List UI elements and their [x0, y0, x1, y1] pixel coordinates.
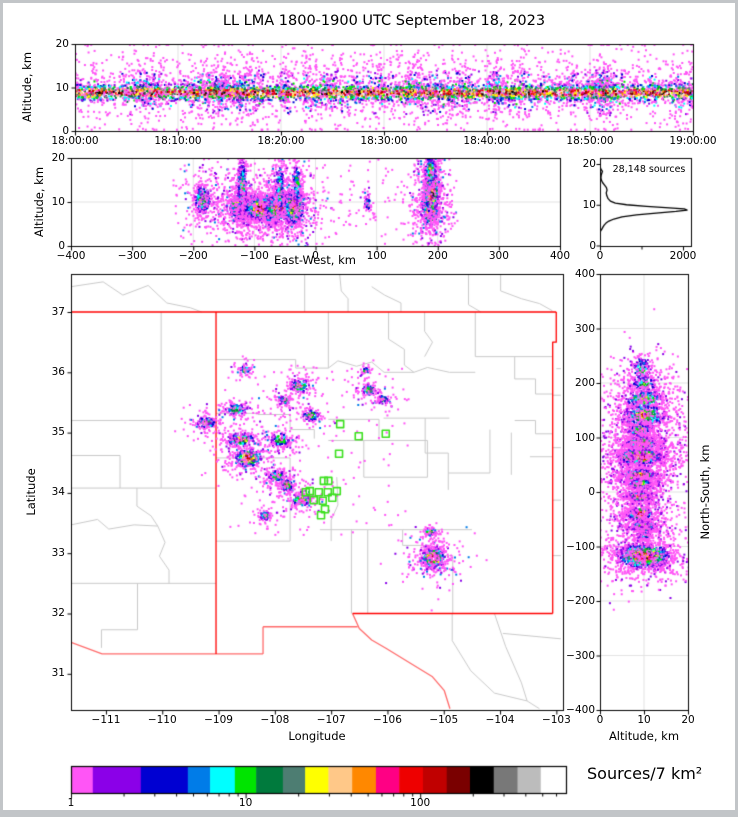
altitude-tick-label: 0 [58, 240, 65, 252]
northsouth-tick-label: −300 [566, 649, 595, 662]
time-tick-label: 18:10:00 [154, 135, 202, 147]
latitude-tick-label: 32 [51, 607, 65, 619]
colorbar-tick-label: 100 [410, 797, 431, 809]
time-tick-label: 18:50:00 [566, 135, 614, 147]
colorbar-label: Sources/7 km² [587, 764, 703, 783]
altitude-tick-label: 20 [681, 714, 695, 726]
longitude-tick-label: −106 [373, 714, 402, 726]
colorbar-tick-label: 1 [67, 797, 75, 809]
longitude-tick-label: −105 [429, 714, 459, 726]
time-tick-label: 18:40:00 [463, 135, 511, 147]
longitude-tick-label: −107 [316, 714, 346, 726]
eastwest-tick-label: −100 [239, 250, 269, 262]
figure-canvas [3, 3, 735, 810]
northsouth-tick-label: 200 [574, 377, 595, 389]
map-xlabel: Longitude [288, 729, 346, 743]
map-ylabel: Latitude [24, 468, 38, 516]
altitude-tick-label: 0 [589, 239, 596, 252]
eastwest-panel-xlabel: East-West, km [274, 253, 356, 267]
northsouth-tick-label: 300 [574, 322, 595, 335]
eastwest-tick-label: 400 [549, 250, 571, 262]
eastwest-panel-ylabel: Altitude, km [32, 166, 46, 238]
time-tick-label: 18:20:00 [257, 135, 305, 147]
altitude-tick-label: 20 [55, 38, 69, 50]
northsouth-panel-ylabel: North-South, km [698, 444, 712, 540]
eastwest-tick-label: 200 [427, 250, 448, 262]
altitude-tick-label: 20 [582, 158, 596, 170]
eastwest-tick-label: 0 [312, 250, 319, 262]
source-count-annotation: 28,148 sources [612, 164, 686, 175]
northsouth-tick-label: 400 [574, 268, 595, 280]
eastwest-tick-label: −400 [56, 250, 86, 262]
northsouth-tick-label: 0 [588, 486, 595, 498]
eastwest-tick-label: 100 [366, 250, 387, 262]
northsouth-panel-xlabel: Altitude, km [608, 729, 680, 743]
latitude-tick-label: 34 [51, 486, 65, 499]
altitude-tick-label: 10 [55, 81, 69, 94]
time-panel-ylabel: Altitude, km [20, 51, 34, 123]
longitude-tick-label: −110 [147, 714, 177, 726]
count-tick-label: 2000 [669, 250, 697, 262]
latitude-tick-label: 33 [51, 546, 65, 559]
longitude-tick-label: −108 [260, 714, 290, 726]
altitude-tick-label: 10 [637, 714, 651, 726]
longitude-tick-label: −109 [204, 714, 233, 726]
count-tick-label: 0 [596, 250, 604, 262]
altitude-tick-label: 10 [582, 198, 596, 211]
time-tick-label: 18:30:00 [360, 135, 408, 147]
latitude-tick-label: 31 [51, 667, 65, 680]
figure-title: LL LMA 1800-1900 UTC September 18, 2023 [222, 13, 546, 29]
eastwest-tick-label: 300 [488, 250, 509, 262]
latitude-tick-label: 36 [51, 365, 65, 378]
latitude-tick-label: 37 [51, 305, 65, 318]
eastwest-tick-label: −300 [117, 250, 147, 262]
time-tick-label: 19:00:00 [669, 135, 717, 147]
longitude-tick-label: −103 [541, 714, 571, 726]
northsouth-tick-label: −100 [566, 540, 595, 553]
altitude-tick-label: 0 [596, 714, 604, 726]
altitude-tick-label: 10 [51, 196, 65, 208]
time-tick-label: 18:00:00 [51, 135, 99, 147]
altitude-tick-label: 20 [51, 152, 65, 164]
northsouth-tick-label: −400 [566, 704, 595, 716]
altitude-tick-label: 0 [62, 125, 69, 137]
northsouth-tick-label: −200 [566, 595, 595, 607]
northsouth-tick-label: 100 [574, 431, 595, 444]
latitude-tick-label: 35 [51, 426, 65, 439]
longitude-tick-label: −104 [485, 714, 515, 726]
colorbar-tick-label: 10 [238, 797, 253, 809]
longitude-tick-label: −111 [91, 714, 121, 726]
eastwest-tick-label: −200 [178, 250, 208, 262]
